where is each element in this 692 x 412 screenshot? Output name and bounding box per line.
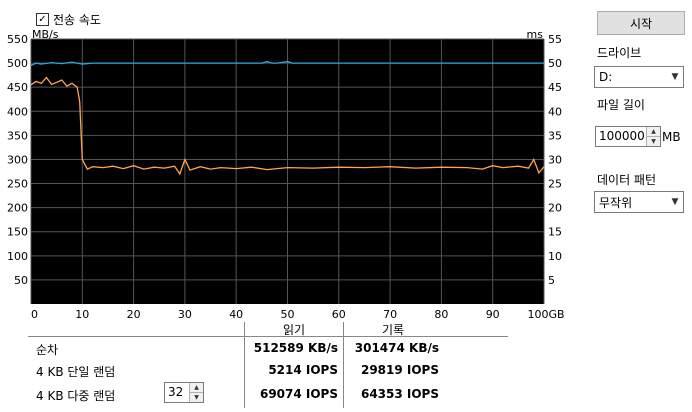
- drive-select[interactable]: D: ▼: [594, 66, 684, 88]
- data-pattern-select[interactable]: 무작위 ▼: [594, 191, 684, 213]
- transfer-rate-checkbox-row[interactable]: ✓ 전송 속도: [36, 11, 101, 28]
- random-single-row-label: 4 KB 단일 랜덤: [36, 365, 116, 379]
- random-single-write-value: 29819 IOPS: [360, 363, 439, 377]
- y2-tick-label: 35: [548, 129, 562, 142]
- x-tick-label: 10: [75, 308, 89, 321]
- y-tick-label: 150: [7, 226, 28, 239]
- y2-tick-label: 15: [548, 226, 562, 239]
- y-tick-label: 500: [7, 57, 28, 70]
- sequential-write-value: 301474 KB/s: [354, 341, 439, 355]
- x-tick-label: 90: [486, 308, 500, 321]
- file-length-value[interactable]: 100000: [599, 129, 645, 143]
- y2-tick-label: 40: [548, 105, 562, 118]
- x-tick-label: 0: [31, 308, 38, 321]
- y2-tick-label: 45: [548, 81, 562, 94]
- y2-tick-label: 20: [548, 202, 562, 215]
- file-length-spinner[interactable]: 100000 ▲ ▼: [595, 126, 661, 147]
- file-length-unit: MB: [662, 130, 681, 144]
- spin-down-icon[interactable]: ▼: [647, 136, 660, 146]
- x-tick-label: 70: [383, 308, 397, 321]
- spin-down-icon[interactable]: ▼: [190, 392, 203, 402]
- y2-tick-label: 25: [548, 178, 562, 191]
- x-tick-label: 80: [434, 308, 448, 321]
- data-pattern-value: 무작위: [599, 195, 633, 210]
- start-button[interactable]: 시작: [597, 11, 685, 35]
- data-pattern-label: 데이터 패턴: [597, 173, 657, 187]
- y-tick-label: 250: [7, 178, 28, 191]
- y-tick-label: 450: [7, 81, 28, 94]
- y-tick-label: 400: [7, 105, 28, 118]
- file-length-label: 파일 길이: [597, 98, 645, 112]
- random-multi-write-value: 64353 IOPS: [360, 387, 439, 401]
- x-tick-label: 60: [332, 308, 346, 321]
- series-line-0: [30, 76, 545, 176]
- y2-tick-label: 5: [548, 274, 555, 287]
- y-tick-label: 200: [7, 202, 28, 215]
- queue-depth-spinner[interactable]: 32 ▲ ▼: [164, 382, 204, 403]
- chevron-down-icon[interactable]: ▼: [671, 197, 679, 207]
- x-tick-label: 40: [229, 308, 243, 321]
- spin-up-icon[interactable]: ▲: [190, 383, 203, 392]
- y2-tick-label: 10: [548, 250, 562, 263]
- queue-depth-value[interactable]: 32: [168, 385, 184, 399]
- drive-select-value: D:: [599, 70, 613, 84]
- write-column-header: 기록: [381, 323, 405, 337]
- y-tick-label: 300: [7, 153, 28, 166]
- y-tick-label: 50: [14, 274, 28, 287]
- spin-up-icon[interactable]: ▲: [647, 127, 660, 136]
- right-axis-unit: ms: [527, 28, 544, 41]
- sequential-row-label: 순차: [36, 343, 59, 357]
- transfer-rate-checkbox[interactable]: ✓: [36, 13, 49, 26]
- series-line-1: [30, 60, 544, 67]
- left-axis-unit: MB/s: [32, 28, 59, 41]
- y2-tick-label: 30: [548, 153, 562, 166]
- x-tick-label: 50: [281, 308, 295, 321]
- x-tick-label: 30: [178, 308, 192, 321]
- random-multi-read-value: 69074 IOPS: [259, 387, 338, 401]
- read-column-header: 읽기: [282, 323, 306, 337]
- transfer-rate-label: 전송 속도: [53, 13, 101, 27]
- table-divider-2: [343, 322, 344, 408]
- table-header-rule: [28, 336, 508, 337]
- sequential-read-value: 512589 KB/s: [253, 341, 338, 355]
- random-multi-row-label: 4 KB 다중 랜덤: [36, 389, 116, 403]
- y2-tick-label: 55: [548, 33, 562, 46]
- chevron-down-icon[interactable]: ▼: [671, 72, 679, 82]
- x-tick-label: 20: [127, 308, 141, 321]
- table-divider-1: [244, 322, 245, 408]
- x-tick-label: 100GB: [527, 308, 564, 321]
- random-single-read-value: 5214 IOPS: [268, 363, 338, 377]
- y2-tick-label: 50: [548, 57, 562, 70]
- y-tick-label: 550: [7, 33, 28, 46]
- throughput-chart: 5505004504003503002502001501005055504540…: [7, 28, 565, 321]
- y-tick-label: 350: [7, 129, 28, 142]
- y-tick-label: 100: [7, 250, 28, 263]
- drive-label: 드라이브: [597, 46, 642, 60]
